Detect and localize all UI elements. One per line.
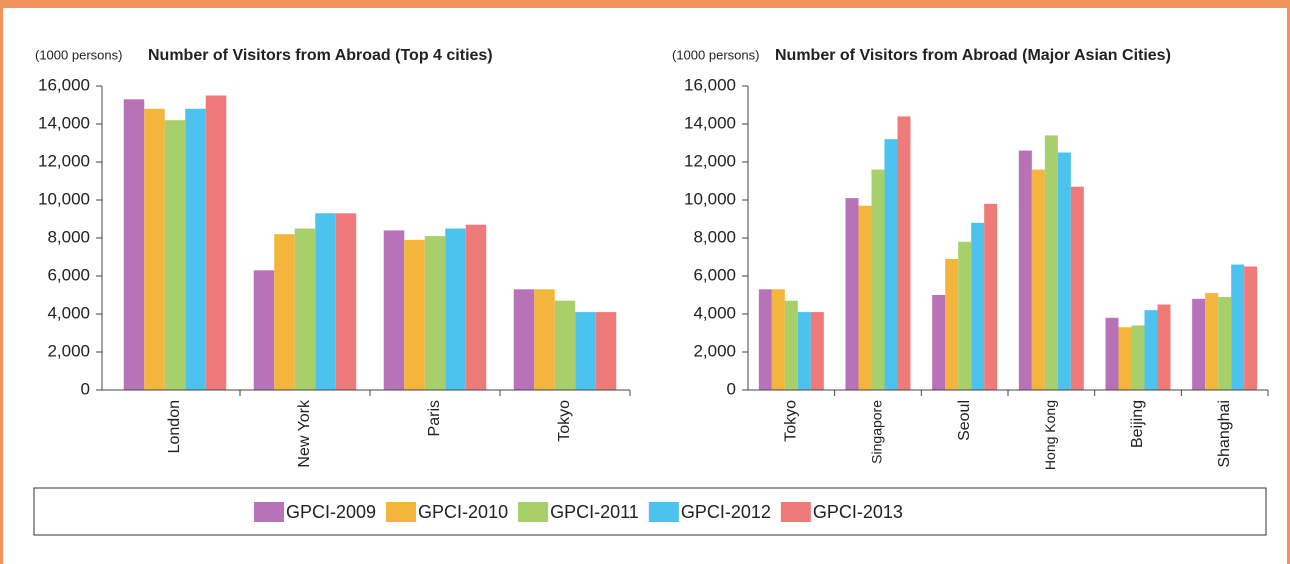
bar	[932, 295, 946, 390]
bar	[445, 228, 466, 390]
bar	[123, 99, 145, 391]
y-tick-label: 10,000	[684, 189, 736, 208]
x-tick-label: Seoul	[956, 400, 973, 441]
y-tick-label: 2,000	[693, 341, 736, 360]
bar	[144, 108, 165, 391]
bar	[897, 116, 911, 391]
legend-label: GPCI-2010	[418, 502, 508, 522]
chart-title: Number of Visitors from Abroad (Top 4 ci…	[148, 47, 493, 64]
bar	[784, 300, 798, 390]
bar	[315, 213, 336, 390]
legend-swatch	[518, 502, 549, 522]
bar	[958, 241, 972, 390]
bar	[845, 198, 859, 390]
legend-swatch	[780, 502, 811, 522]
bar	[1070, 186, 1084, 390]
bar	[945, 258, 959, 390]
bar	[1244, 266, 1258, 390]
bar	[771, 289, 785, 390]
y-tick-label: 14,000	[684, 113, 736, 132]
legend-label: GPCI-2011	[550, 502, 639, 522]
bar	[871, 169, 885, 390]
bar	[797, 312, 811, 390]
y-tick-label: 0	[727, 379, 736, 398]
legend-label: GPCI-2012	[681, 502, 771, 522]
x-tick-label: Tokyo	[556, 400, 573, 442]
bar	[1144, 310, 1158, 390]
bar	[465, 224, 487, 390]
legend-swatch	[648, 502, 679, 522]
y-tick-label: 12,000	[38, 151, 90, 170]
y-tick-label: 8,000	[693, 227, 736, 246]
bar	[1105, 317, 1119, 390]
y-tick-label: 8,000	[47, 227, 90, 246]
y-tick-label: 16,000	[38, 75, 90, 94]
bar	[253, 270, 275, 390]
bar	[205, 95, 227, 390]
bar	[513, 289, 535, 390]
bar	[1044, 135, 1058, 390]
bar	[884, 139, 898, 390]
bar	[1218, 296, 1232, 390]
bar	[294, 228, 316, 390]
y-tick-label: 12,000	[684, 151, 736, 170]
x-tick-label: London	[166, 400, 183, 453]
bar	[383, 230, 405, 390]
y-tick-label: 4,000	[693, 303, 736, 322]
y-tick-label: 6,000	[47, 265, 90, 284]
bar	[1231, 264, 1245, 390]
bar	[1031, 169, 1045, 390]
bar	[164, 120, 186, 390]
bar	[1205, 293, 1219, 390]
y-tick-label: 14,000	[38, 113, 90, 132]
bar	[424, 236, 446, 390]
x-tick-label: Beijing	[1129, 400, 1146, 448]
bar	[984, 203, 998, 390]
x-tick-label: New York	[296, 399, 313, 468]
bar	[595, 312, 617, 390]
right-border	[1287, 0, 1290, 564]
unit-label: (1000 persons)	[672, 47, 759, 62]
x-tick-label: Shanghai	[1216, 400, 1233, 468]
y-tick-label: 16,000	[684, 75, 736, 94]
bar	[575, 312, 596, 390]
bar	[858, 205, 872, 390]
x-tick-label: Tokyo	[783, 400, 800, 442]
bar	[1057, 152, 1071, 390]
x-tick-label: Hong Kong	[1042, 400, 1058, 470]
bar	[1157, 304, 1171, 390]
legend-box	[33, 487, 1267, 536]
legend-label: GPCI-2009	[286, 502, 376, 522]
left-border	[0, 0, 3, 564]
bar	[274, 234, 295, 390]
bar	[758, 289, 772, 390]
bar	[1118, 327, 1132, 390]
bar	[335, 213, 357, 390]
x-tick-label: Paris	[426, 400, 443, 436]
top-band	[0, 0, 1290, 8]
bar	[404, 239, 425, 390]
bar	[1192, 298, 1206, 390]
legend-swatch	[254, 502, 284, 522]
bar	[554, 300, 576, 390]
bar	[1131, 325, 1145, 390]
bar	[971, 222, 985, 390]
y-tick-label: 0	[81, 379, 90, 398]
y-tick-label: 4,000	[47, 303, 90, 322]
bar	[1018, 150, 1032, 390]
chart-title: Number of Visitors from Abroad (Major As…	[775, 47, 1171, 64]
legend-label: GPCI-2013	[813, 502, 903, 522]
bar	[185, 108, 206, 391]
bar	[534, 289, 555, 390]
bar	[810, 312, 824, 390]
y-tick-label: 6,000	[693, 265, 736, 284]
unit-label: (1000 persons)	[35, 47, 122, 62]
legend-swatch	[386, 502, 417, 522]
x-tick-label: Singapore	[869, 400, 885, 464]
y-tick-label: 2,000	[47, 341, 90, 360]
y-tick-label: 10,000	[38, 189, 90, 208]
